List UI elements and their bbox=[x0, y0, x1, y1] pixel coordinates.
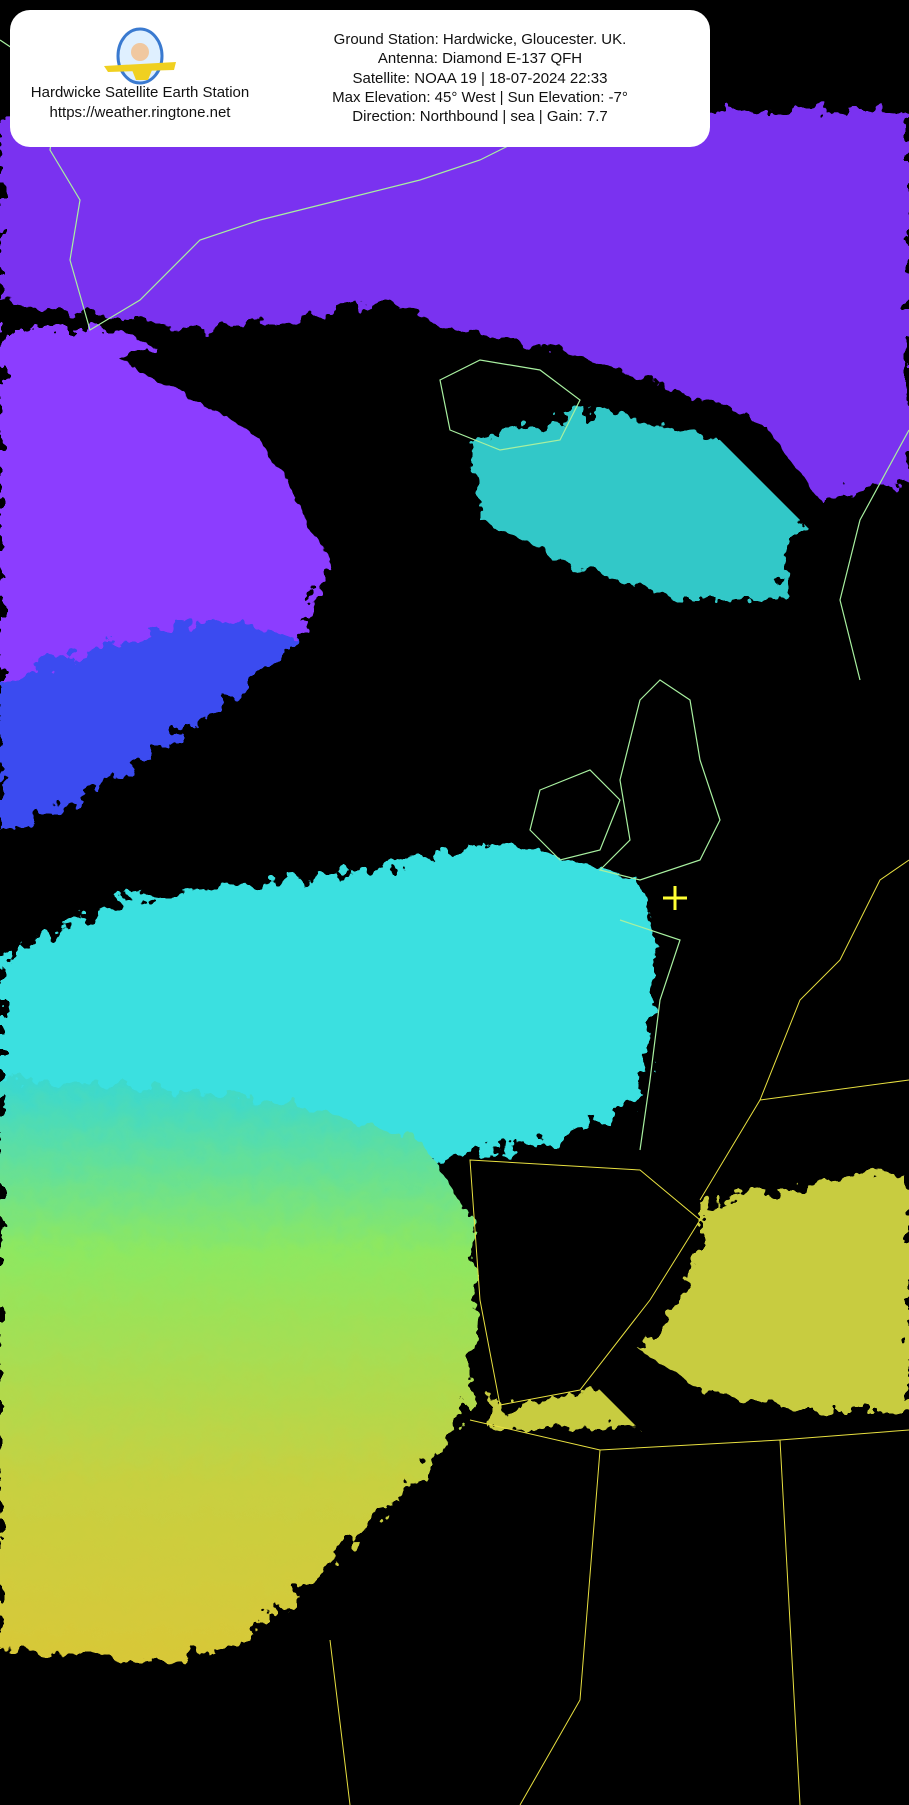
cloud-cyan-mid bbox=[0, 840, 660, 1160]
clear-north-atlantic bbox=[120, 320, 460, 480]
greenland-coastline bbox=[0, 39, 521, 331]
cloud-cyan-north bbox=[470, 410, 800, 600]
clear-atlantic bbox=[20, 620, 520, 900]
ireland-coastline bbox=[529, 769, 621, 861]
africa-borders bbox=[329, 1419, 909, 1805]
station-name: Hardwicke Satellite Earth Station bbox=[30, 84, 250, 101]
france-coastline bbox=[619, 919, 681, 1151]
iberia-border bbox=[469, 1159, 701, 1406]
satellite-line: Satellite: NOAA 19 | 18-07-2024 22:33 bbox=[352, 69, 608, 87]
pass-details: Ground Station: Hardwicke, Gloucester. U… bbox=[260, 30, 700, 126]
cloud-blue-band bbox=[0, 620, 300, 830]
direction-line: Direction: Northbound | sea | Gain: 7.7 bbox=[352, 108, 608, 126]
europe-land bbox=[660, 600, 909, 1200]
ground-station-line: Ground Station: Hardwicke, Gloucester. U… bbox=[333, 31, 627, 48]
africa-land bbox=[140, 1420, 909, 1805]
scandinavia-coastline bbox=[839, 429, 909, 681]
iberia-land bbox=[460, 1160, 700, 1410]
pass-info-panel: Hardwicke Satellite Earth Station https:… bbox=[10, 10, 710, 147]
station-info: Hardwicke Satellite Earth Station https:… bbox=[20, 83, 260, 122]
europe-borders bbox=[699, 859, 909, 1201]
iceland-coastline bbox=[439, 359, 581, 451]
elevation-line: Max Elevation: 45° West | Sun Elevation:… bbox=[332, 88, 628, 106]
antenna-line: Antenna: Diamond E-137 QFH bbox=[377, 50, 583, 68]
cloud-high-north bbox=[0, 110, 909, 500]
station-logo-icon bbox=[104, 27, 176, 85]
station-url-link[interactable]: https://weather.ringtone.net bbox=[49, 103, 231, 121]
uk-coastline bbox=[598, 679, 721, 881]
warm-ocean bbox=[0, 1080, 480, 1660]
ground-station-cross-icon bbox=[663, 886, 687, 910]
